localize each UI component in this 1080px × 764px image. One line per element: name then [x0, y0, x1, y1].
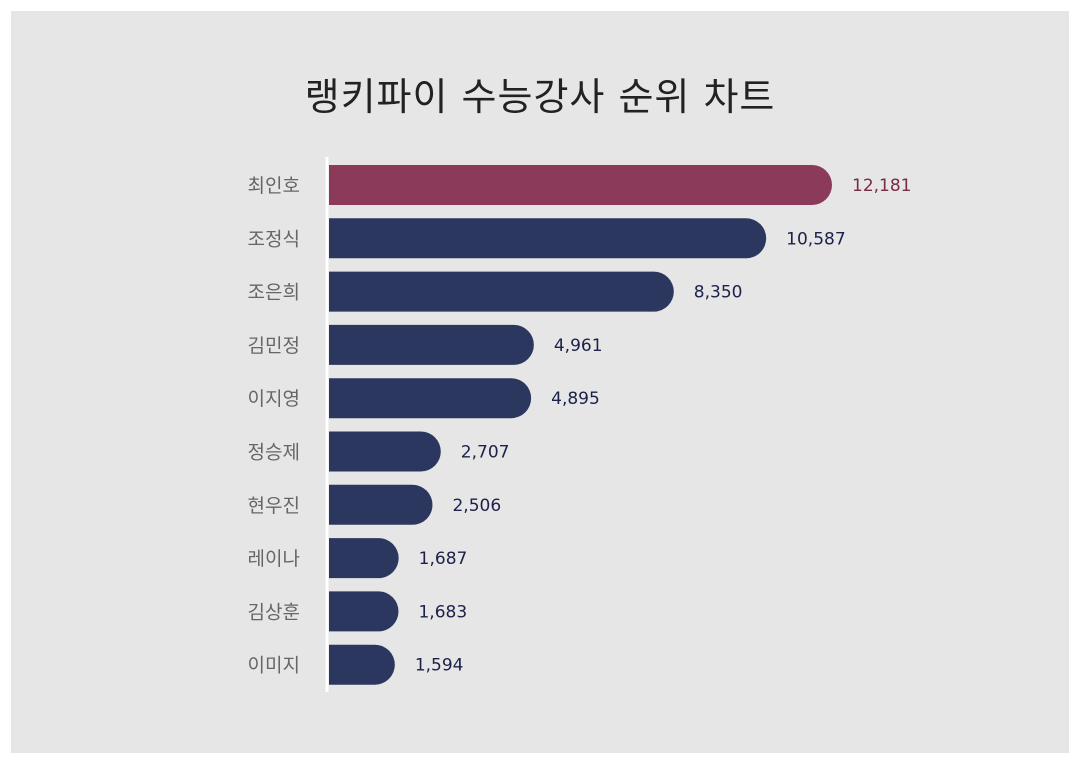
bar-7: [329, 484, 433, 525]
bar-8: [329, 538, 399, 579]
bar-4: [329, 324, 534, 365]
category-label-3: 조은희: [248, 282, 300, 304]
bar-1: [329, 165, 832, 205]
value-label-10: 1,594: [415, 656, 464, 676]
category-label-8: 레이나: [248, 548, 300, 570]
value-label-1: 12,181: [852, 176, 911, 196]
category-label-10: 이미지: [248, 655, 300, 677]
value-label-4: 4,961: [554, 336, 603, 356]
bar-6: [329, 431, 441, 472]
value-label-9: 1,683: [418, 602, 467, 622]
labels-group: 최인호 12,181 조정식 10,587 조은희 8,350 김민정 4,961 이지영 4,8…: [248, 175, 912, 677]
value-label-3: 8,350: [694, 283, 743, 303]
value-label-5: 4,895: [551, 389, 600, 409]
category-label-7: 현우진: [248, 495, 300, 517]
value-label-7: 2,506: [452, 496, 501, 516]
bar-3: [329, 271, 674, 312]
category-label-6: 정승제: [248, 442, 300, 464]
value-label-2: 10,587: [786, 229, 845, 249]
value-label-6: 2,707: [461, 443, 510, 463]
bar-9: [329, 591, 399, 632]
chart-title: 랭키파이 수능강사 순위 차트: [304, 75, 776, 119]
category-label-4: 김민정: [248, 335, 300, 357]
category-label-2: 조정식: [248, 228, 300, 250]
bar-5: [329, 378, 532, 419]
bars-group: [329, 165, 832, 685]
value-label-8: 1,687: [419, 549, 468, 569]
category-label-9: 김상훈: [248, 601, 300, 623]
bar-10: [329, 644, 395, 685]
category-label-5: 이지영: [248, 388, 300, 410]
category-label-1: 최인호: [248, 175, 300, 197]
bar-2: [329, 218, 767, 259]
chart-background: [11, 11, 1069, 753]
